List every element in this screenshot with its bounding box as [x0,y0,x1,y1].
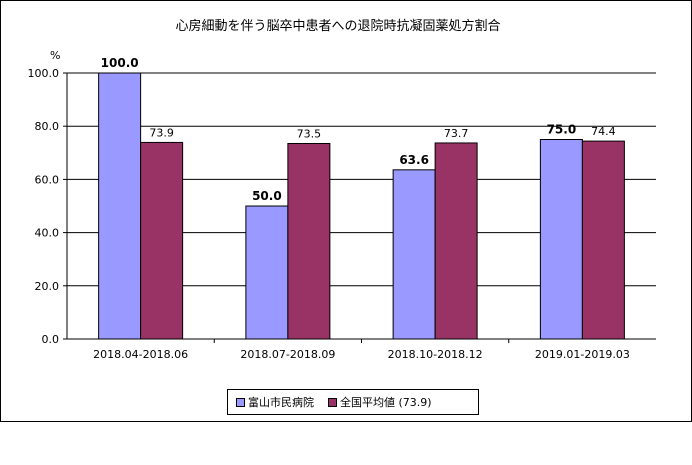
y-tick-label: 100.0 [28,67,60,80]
legend-swatch-hospital [236,397,245,407]
data-label-hospital: 100.0 [101,56,139,70]
bar-national-average [287,142,331,340]
data-label-hospital: 63.6 [399,153,429,167]
bar-chart: 心房細動を伴う脳卒中患者への退院時抗凝固薬処方割合 % 0.0 20.0 40.0 6… [28,18,656,361]
data-label-hospital: 50.0 [252,189,282,203]
x-tick-label: 2018.10-2018.12 [388,348,483,361]
bar-hospital [392,169,436,340]
data-label-national-average: 73.7 [444,127,469,140]
legend: 富山市民病院 全国平均値 (73.9) [227,389,479,415]
legend-swatch-national-average [328,397,337,407]
y-tick-label: 60.0 [35,173,60,186]
y-tick-label: 20.0 [35,280,60,293]
x-tick-label: 2018.04-2018.06 [93,348,188,361]
legend-item-national-average: 全国平均値 (73.9) [328,394,432,410]
bar-national-average [140,141,184,340]
bar-hospital [98,72,142,340]
data-label-national-average: 74.4 [591,125,616,138]
chart-title: 心房細動を伴う脳卒中患者への退院時抗凝固薬処方割合 [175,18,500,34]
x-axis-ticks: 2018.04-2018.06 2018.07-2018.09 2018.10-20… [93,339,630,361]
legend-label-hospital: 富山市民病院 [248,396,314,409]
y-tick-label: 80.0 [35,120,60,133]
y-axis-ticks: 0.0 20.0 40.0 60.0 80.0 100.0 [28,67,67,346]
x-tick-label: 2019.01-2019.03 [535,348,630,361]
legend-label-national-average: 全国平均値 (73.9) [340,396,432,409]
data-label-national-average: 73.9 [149,126,174,139]
bar-national-average [434,142,478,340]
y-tick-label: 40.0 [35,227,60,240]
data-labels: 100.0 73.9 50.0 73.5 63.6 73.7 75.0 74.4 [101,56,616,203]
data-label-national-average: 73.5 [297,127,322,140]
bar-hospital [245,205,289,340]
x-tick-label: 2018.07-2018.09 [240,348,335,361]
data-label-hospital: 75.0 [547,123,577,137]
bar-national-average [581,140,625,340]
chart-frame: 心房細動を伴う脳卒中患者への退院時抗凝固薬処方割合 % 0.0 20.0 40.0 6… [0,0,692,422]
y-tick-label: 0.0 [42,333,60,346]
legend-item-hospital: 富山市民病院 [236,394,314,410]
y-axis-unit: % [50,49,60,62]
bar-hospital [539,139,583,340]
bars [98,72,625,340]
